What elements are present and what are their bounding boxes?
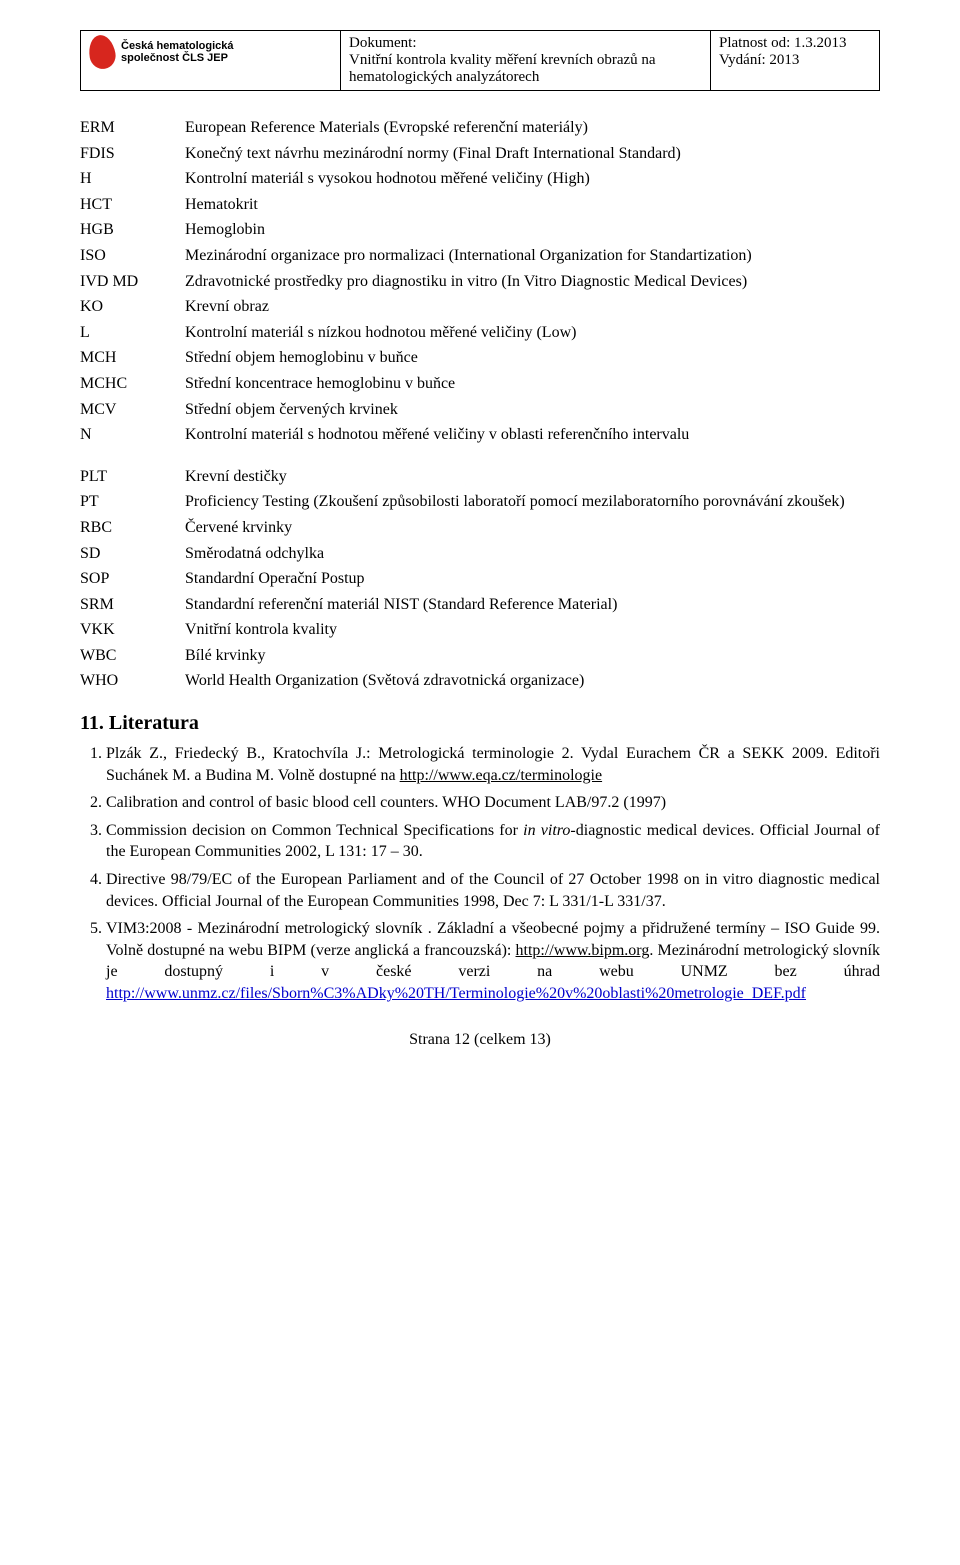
doc-title-cell: Dokument: Vnitřní kontrola kvality měřen… — [341, 31, 711, 91]
abbr-key: MCHC — [80, 371, 185, 397]
abbr-key: SRM — [80, 592, 185, 618]
abbr-value: Bílé krvinky — [185, 643, 880, 669]
abbr-key: MCH — [80, 345, 185, 371]
abbr-key: MCV — [80, 397, 185, 423]
logo-text: Česká hematologická společnost ČLS JEP — [121, 40, 234, 64]
doc-label: Dokument: — [349, 35, 417, 51]
abbr-table-2: PLTKrevní destičkyPTProficiency Testing … — [80, 458, 880, 694]
ref-item: Directive 98/79/EC of the European Parli… — [106, 869, 880, 912]
abbr-value: European Reference Materials (Evropské r… — [185, 115, 880, 141]
abbr-key: HGB — [80, 217, 185, 243]
ref-text: Calibration and control of basic blood c… — [106, 794, 666, 811]
abbr-key: L — [80, 320, 185, 346]
abbr-value: Proficiency Testing (Zkoušení způsobilos… — [185, 489, 880, 515]
abbr-value: Červené krvinky — [185, 515, 880, 541]
abbr-value: Mezinárodní organizace pro normalizaci (… — [185, 243, 880, 269]
abbr-key: VKK — [80, 617, 185, 643]
abbr-value: Střední objem hemoglobinu v buňce — [185, 345, 880, 371]
page-footer: Strana 12 (celkem 13) — [80, 1031, 880, 1049]
abbr-value: Zdravotnické prostředky pro diagnostiku … — [185, 269, 880, 295]
ref-link[interactable]: http://www.bipm.org — [516, 942, 650, 959]
ref-item: VIM3:2008 - Mezinárodní metrologický slo… — [106, 918, 880, 1004]
abbr-key: FDIS — [80, 141, 185, 167]
abbr-value: Krevní obraz — [185, 294, 880, 320]
section-title: 11. Literatura — [80, 712, 880, 735]
ref-item: Commission decision on Common Technical … — [106, 820, 880, 863]
abbr-key: PLT — [80, 458, 185, 490]
abbr-value: Hemoglobin — [185, 217, 880, 243]
abbr-key: SD — [80, 541, 185, 567]
abbr-key: PT — [80, 489, 185, 515]
abbr-value: World Health Organization (Světová zdrav… — [185, 668, 880, 694]
ref-link[interactable]: http://www.eqa.cz/terminologie — [400, 767, 602, 784]
ref-item: Plzák Z., Friedecký B., Kratochvíla J.: … — [106, 743, 880, 786]
ref-italic: in vitro — [523, 822, 570, 839]
logo-cell: Česká hematologická společnost ČLS JEP — [81, 31, 341, 91]
edition-label: Vydání: 2013 — [719, 52, 799, 68]
abbr-key: KO — [80, 294, 185, 320]
doc-header-table: Česká hematologická společnost ČLS JEP D… — [80, 30, 880, 91]
abbr-key: SOP — [80, 566, 185, 592]
abbr-value: Střední koncentrace hemoglobinu v buňce — [185, 371, 880, 397]
logo-line1: Česká hematologická — [121, 40, 234, 52]
logo-line2: společnost ČLS JEP — [121, 52, 228, 64]
abbr-value: Hematokrit — [185, 192, 880, 218]
abbr-key: RBC — [80, 515, 185, 541]
abbr-key: H — [80, 166, 185, 192]
abbr-key: WBC — [80, 643, 185, 669]
abbr-key: IVD MD — [80, 269, 185, 295]
references-list: Plzák Z., Friedecký B., Kratochvíla J.: … — [80, 743, 880, 1005]
ref-text: Directive 98/79/EC of the European Parli… — [106, 871, 880, 910]
abbr-key: ERM — [80, 115, 185, 141]
drop-icon — [86, 33, 118, 71]
abbr-value: Kontrolní materiál s hodnotou měřené vel… — [185, 422, 880, 448]
abbr-value: Střední objem červených krvinek — [185, 397, 880, 423]
abbr-value: Standardní referenční materiál NIST (Sta… — [185, 592, 880, 618]
abbr-key: ISO — [80, 243, 185, 269]
abbr-table-1: ERMEuropean Reference Materials (Evropsk… — [80, 115, 880, 448]
abbr-value: Standardní Operační Postup — [185, 566, 880, 592]
valid-label: Platnost od: 1.3.2013 — [719, 35, 847, 51]
ref-link[interactable]: http://www.unmz.cz/files/Sborn%C3%ADky%2… — [106, 985, 806, 1002]
abbr-value: Krevní destičky — [185, 458, 880, 490]
valid-cell: Platnost od: 1.3.2013 Vydání: 2013 — [711, 31, 880, 91]
abbr-value: Směrodatná odchylka — [185, 541, 880, 567]
abbr-key: WHO — [80, 668, 185, 694]
ref-item: Calibration and control of basic blood c… — [106, 792, 880, 814]
abbr-value: Kontrolní materiál s nízkou hodnotou měř… — [185, 320, 880, 346]
abbr-value: Kontrolní materiál s vysokou hodnotou mě… — [185, 166, 880, 192]
doc-title: Vnitřní kontrola kvality měření krevních… — [349, 52, 656, 85]
abbr-key: HCT — [80, 192, 185, 218]
abbr-key: N — [80, 422, 185, 448]
ref-text: Commission decision on Common Technical … — [106, 822, 523, 839]
abbr-value: Konečný text návrhu mezinárodní normy (F… — [185, 141, 880, 167]
abbr-value: Vnitřní kontrola kvality — [185, 617, 880, 643]
